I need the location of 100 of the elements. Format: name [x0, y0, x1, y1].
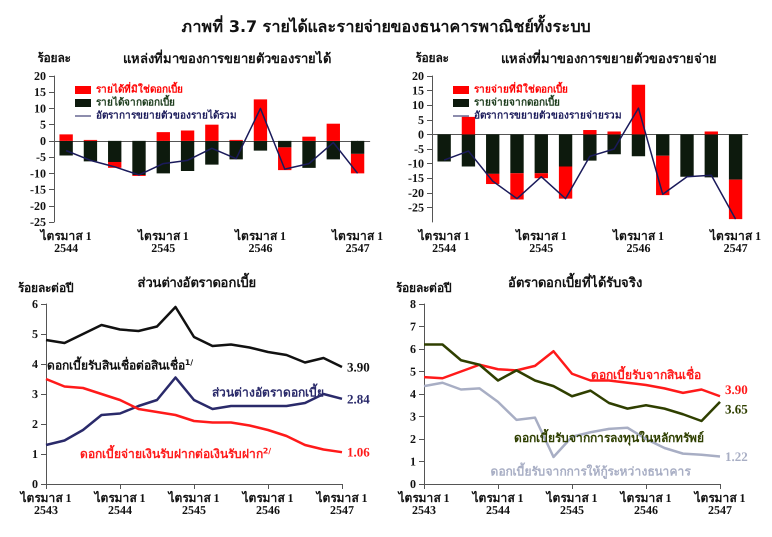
- chart-title: อัตราดอกเบี้ยที่ได้รับจริง: [508, 272, 642, 291]
- x-tick-label: ไตรมาส 1 2545: [166, 490, 220, 517]
- x-tick-label: ไตรมาส 1 2547: [330, 228, 384, 255]
- bar: [462, 116, 476, 134]
- bar: [180, 140, 194, 172]
- bar: [704, 134, 718, 178]
- bar: [437, 134, 451, 162]
- y-tick-label: 8: [410, 297, 416, 311]
- bar: [156, 140, 170, 174]
- x-tick-label: ไตรมาส 1 2544: [416, 228, 470, 255]
- bar: [656, 134, 670, 156]
- y-tick-label: 0: [410, 477, 416, 491]
- line-series: [422, 382, 722, 458]
- x-tick-label: ไตรมาส 1 2544: [38, 228, 92, 255]
- line-series: [443, 107, 736, 220]
- bar: [728, 134, 742, 180]
- data-label: 1.06: [347, 444, 370, 460]
- bar: [350, 154, 364, 174]
- line-series: [44, 306, 344, 368]
- y-tick-label: 3: [410, 410, 416, 424]
- x-tick-label: ไตรมาส 1 2543: [396, 490, 450, 517]
- y-tick-label: 2: [410, 432, 416, 446]
- legend-label: รายจ่ายจากดอกเบี้ย: [474, 94, 560, 108]
- chart-subtitle: แหล่งที่มาของการขยายตัวของรายได้: [123, 49, 331, 67]
- x-tick-label: ไตรมาส 1 2546: [240, 490, 294, 517]
- x-tick-label: ไตรมาส 1 2545: [544, 490, 598, 517]
- bar: [462, 134, 476, 167]
- bar: [558, 134, 572, 167]
- y-tick-label: -5: [414, 142, 424, 156]
- y-tick-label: -25: [408, 200, 424, 214]
- bar: [656, 156, 670, 196]
- y-tick-label: 4: [410, 387, 416, 401]
- x-tick-label: ไตรมาส 1 2546: [618, 490, 672, 517]
- bar: [278, 140, 292, 148]
- bar: [350, 140, 364, 154]
- y-tick-label: 0: [40, 134, 46, 148]
- bar: [583, 134, 597, 161]
- data-label: 3.90: [347, 360, 370, 374]
- x-tick-label: ไตรมาส 1 2547: [692, 490, 746, 517]
- legend-label: อัตราการขยายตัวของรายได้รวม: [96, 108, 237, 122]
- y-tick-label: 6: [32, 297, 38, 311]
- legend-label: รายจ่ายที่มิใช่ดอกเบี้ย: [474, 82, 568, 96]
- y-tick-label: 5: [418, 112, 424, 127]
- bar: [180, 130, 194, 141]
- y-tick-label: 5: [32, 327, 38, 341]
- y-tick-label: 2: [32, 417, 38, 431]
- y-tick-label: -10: [408, 156, 424, 171]
- series-label: ดอกเบี้ยรับจากการให้กู้ระหว่างธนาคาร: [490, 462, 692, 480]
- bar: [607, 131, 621, 134]
- bar: [534, 134, 548, 174]
- y-axis-title: ร้อยละต่อปี: [396, 281, 452, 295]
- y-tick-label: 10: [412, 98, 424, 112]
- y-tick-label: 10: [34, 101, 46, 116]
- y-tick-label: 0: [32, 477, 38, 491]
- y-tick-label: 5: [40, 118, 46, 132]
- bar: [326, 124, 340, 141]
- x-tick-label: ไตรมาส 1 2546: [232, 228, 286, 255]
- y-tick-label: -20: [30, 198, 46, 213]
- y-tick-label: 0: [418, 127, 424, 142]
- line-series: [65, 108, 358, 176]
- bar: [254, 140, 268, 151]
- y-tick-label: 7: [410, 320, 416, 334]
- bar: [583, 130, 597, 134]
- y-axis-title: ร้อยละต่อปี: [18, 281, 74, 295]
- series-label: ดอกเบี้ยรับจากการลงทุนในหลักทรัพย์: [514, 428, 704, 446]
- bar: [59, 134, 73, 141]
- x-tick-label: ไตรมาส 1 2547: [708, 228, 762, 255]
- x-tick-label: ไตรมาส 1 2544: [92, 490, 146, 517]
- bar: [510, 134, 524, 174]
- bar: [534, 173, 548, 178]
- x-tick-label: ไตรมาส 1 2544: [470, 490, 524, 517]
- y-tick-label: -10: [30, 166, 46, 180]
- y-tick-label: 20: [34, 69, 46, 83]
- y-tick-label: -25: [30, 215, 46, 229]
- line-series: [422, 343, 722, 422]
- y-tick-label: 1: [32, 447, 38, 461]
- y-tick-label: -5: [36, 150, 46, 164]
- bar: [108, 140, 122, 162]
- bar: [132, 140, 146, 175]
- bar: [84, 140, 98, 162]
- bar: [156, 132, 170, 141]
- bar: [728, 180, 742, 220]
- bar: [680, 134, 694, 177]
- series-label: ส่วนต่างอัตราดอกเบี้ย: [212, 382, 324, 400]
- bar: [59, 140, 73, 156]
- bar: [558, 166, 572, 199]
- bar: [510, 173, 524, 200]
- bar: [486, 134, 500, 174]
- bar: [205, 140, 219, 165]
- x-tick-label: ไตรมาส 1 2546: [610, 228, 664, 255]
- chart-title: ส่วนต่างอัตราดอกเบี้ย: [138, 272, 256, 291]
- y-tick-label: 4: [32, 357, 38, 371]
- y-tick-label: 1: [410, 454, 416, 468]
- chart-title: แหล่งที่มาของการขยายตัวของรายจ่าย: [501, 49, 717, 67]
- bar: [302, 136, 316, 141]
- y-tick-label: -15: [30, 182, 46, 197]
- data-label: 1.22: [725, 449, 748, 464]
- y-tick-label: -20: [408, 186, 424, 200]
- bar: [704, 131, 718, 134]
- data-label: 2.84: [347, 391, 370, 406]
